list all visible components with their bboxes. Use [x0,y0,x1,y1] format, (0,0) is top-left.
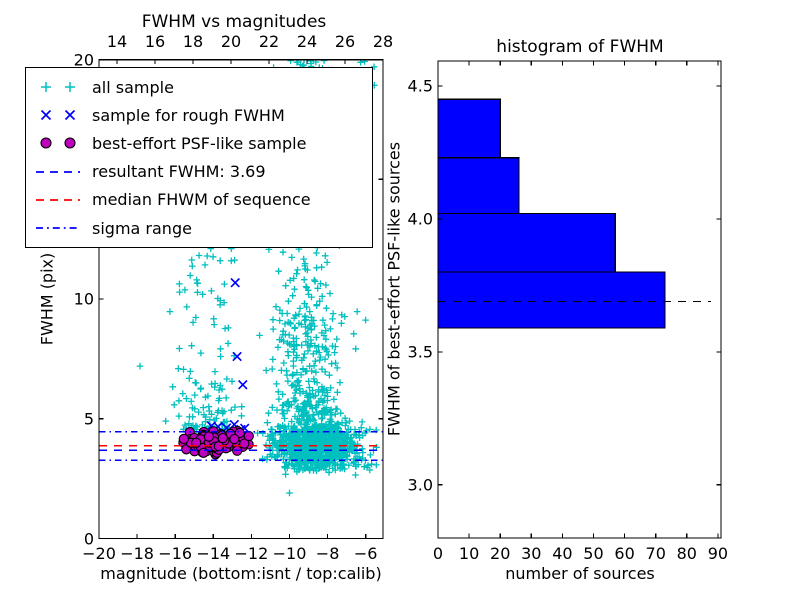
left-top-xtick-label: 24 [296,32,318,51]
legend-entry-label: best-effort PSF-like sample [92,133,307,153]
hist-bar [437,98,501,159]
right-xtick-label: 40 [552,544,573,563]
left-plot-ylabel: FWHM (pix) [37,252,57,346]
legend-line-icon [36,170,80,173]
right-plot-data [437,98,711,329]
legend-entry-label: all sample [92,77,174,97]
right-xtick-label: 80 [676,544,697,563]
legend-entry-label: sample for rough FWHM [92,105,285,125]
left-xtick-label: −16 [158,544,193,563]
legend-entry: resultant FWHM: 3.69 [34,158,372,186]
legend: all sample sample for rough FWHM best-effo… [25,67,373,248]
left-ytick-label: 5 [83,409,94,429]
left-xtick-label: −10 [272,544,307,563]
right-ytick-label: 4.0 [407,209,433,229]
right-ytick-label: 3.0 [407,475,433,495]
left-xtick-label: −6 [353,544,378,563]
legend-entry: sigma range [34,214,372,242]
left-ytick-label: 10 [73,289,94,309]
legend-entry: best-effort PSF-like sample [34,129,372,157]
left-xtick-label: −12 [234,544,269,563]
right-xtick-label: 0 [432,544,444,563]
right-xtick-label: 60 [614,544,635,563]
left-plot-title: FWHM vs magnitudes [141,12,327,32]
left-top-xtick-label: 16 [144,32,166,51]
legend-entry-label: sigma range [92,218,192,238]
legend-entry: all sample [34,73,372,101]
right-xtick-label: 50 [583,544,604,563]
right-ytick-label: 4.5 [407,76,433,96]
legend-line-icon [36,227,80,229]
left-plot-xlabel: magnitude (bottom:isnt / top:calib) [100,564,382,583]
right-plot-title: histogram of FWHM [496,37,664,57]
left-top-xtick-label: 26 [334,32,356,51]
right-xtick-label: 70 [645,544,666,563]
legend-entry-label: median FHWM of sequence [92,190,311,210]
right-plot-ylabel: FWHM of best-effort PSF-like sources [384,141,404,437]
right-xtick-label: 10 [458,544,480,563]
legend-circle-icon [40,137,76,150]
hist-bar [437,271,666,329]
right-xtick-label: 20 [490,544,511,563]
left-top-xtick-label: 28 [372,32,394,51]
legend-plus-icon [41,82,75,93]
left-xtick-label: −20 [82,544,116,563]
left-xtick-label: −18 [120,544,154,563]
left-top-xtick-label: 14 [106,32,128,51]
left-top-xtick-label: 22 [258,32,280,51]
legend-entry: sample for rough FWHM [34,101,372,129]
left-top-xtick-label: 18 [182,32,204,51]
right-plot-spines [437,60,722,539]
left-xtick-label: −8 [315,544,340,563]
legend-entry: median FHWM of sequence [34,186,372,214]
legend-line-icon [36,198,80,201]
left-plot-data [99,59,383,497]
hist-bar [437,213,616,273]
hist-bar [437,157,520,215]
left-xtick-label: −14 [196,544,231,563]
legend-entry-label: resultant FWHM: 3.69 [92,162,266,182]
legend-x-icon [40,110,76,121]
left-top-xtick-label: 20 [220,32,242,51]
right-xtick-label: 90 [707,544,729,563]
left-ytick-label: 0 [83,529,94,548]
right-xtick-label: 30 [521,544,542,563]
right-ytick-label: 3.5 [407,342,433,362]
right-plot-xlabel: number of sources [505,564,655,583]
left-ytick-label: 20 [73,50,94,69]
